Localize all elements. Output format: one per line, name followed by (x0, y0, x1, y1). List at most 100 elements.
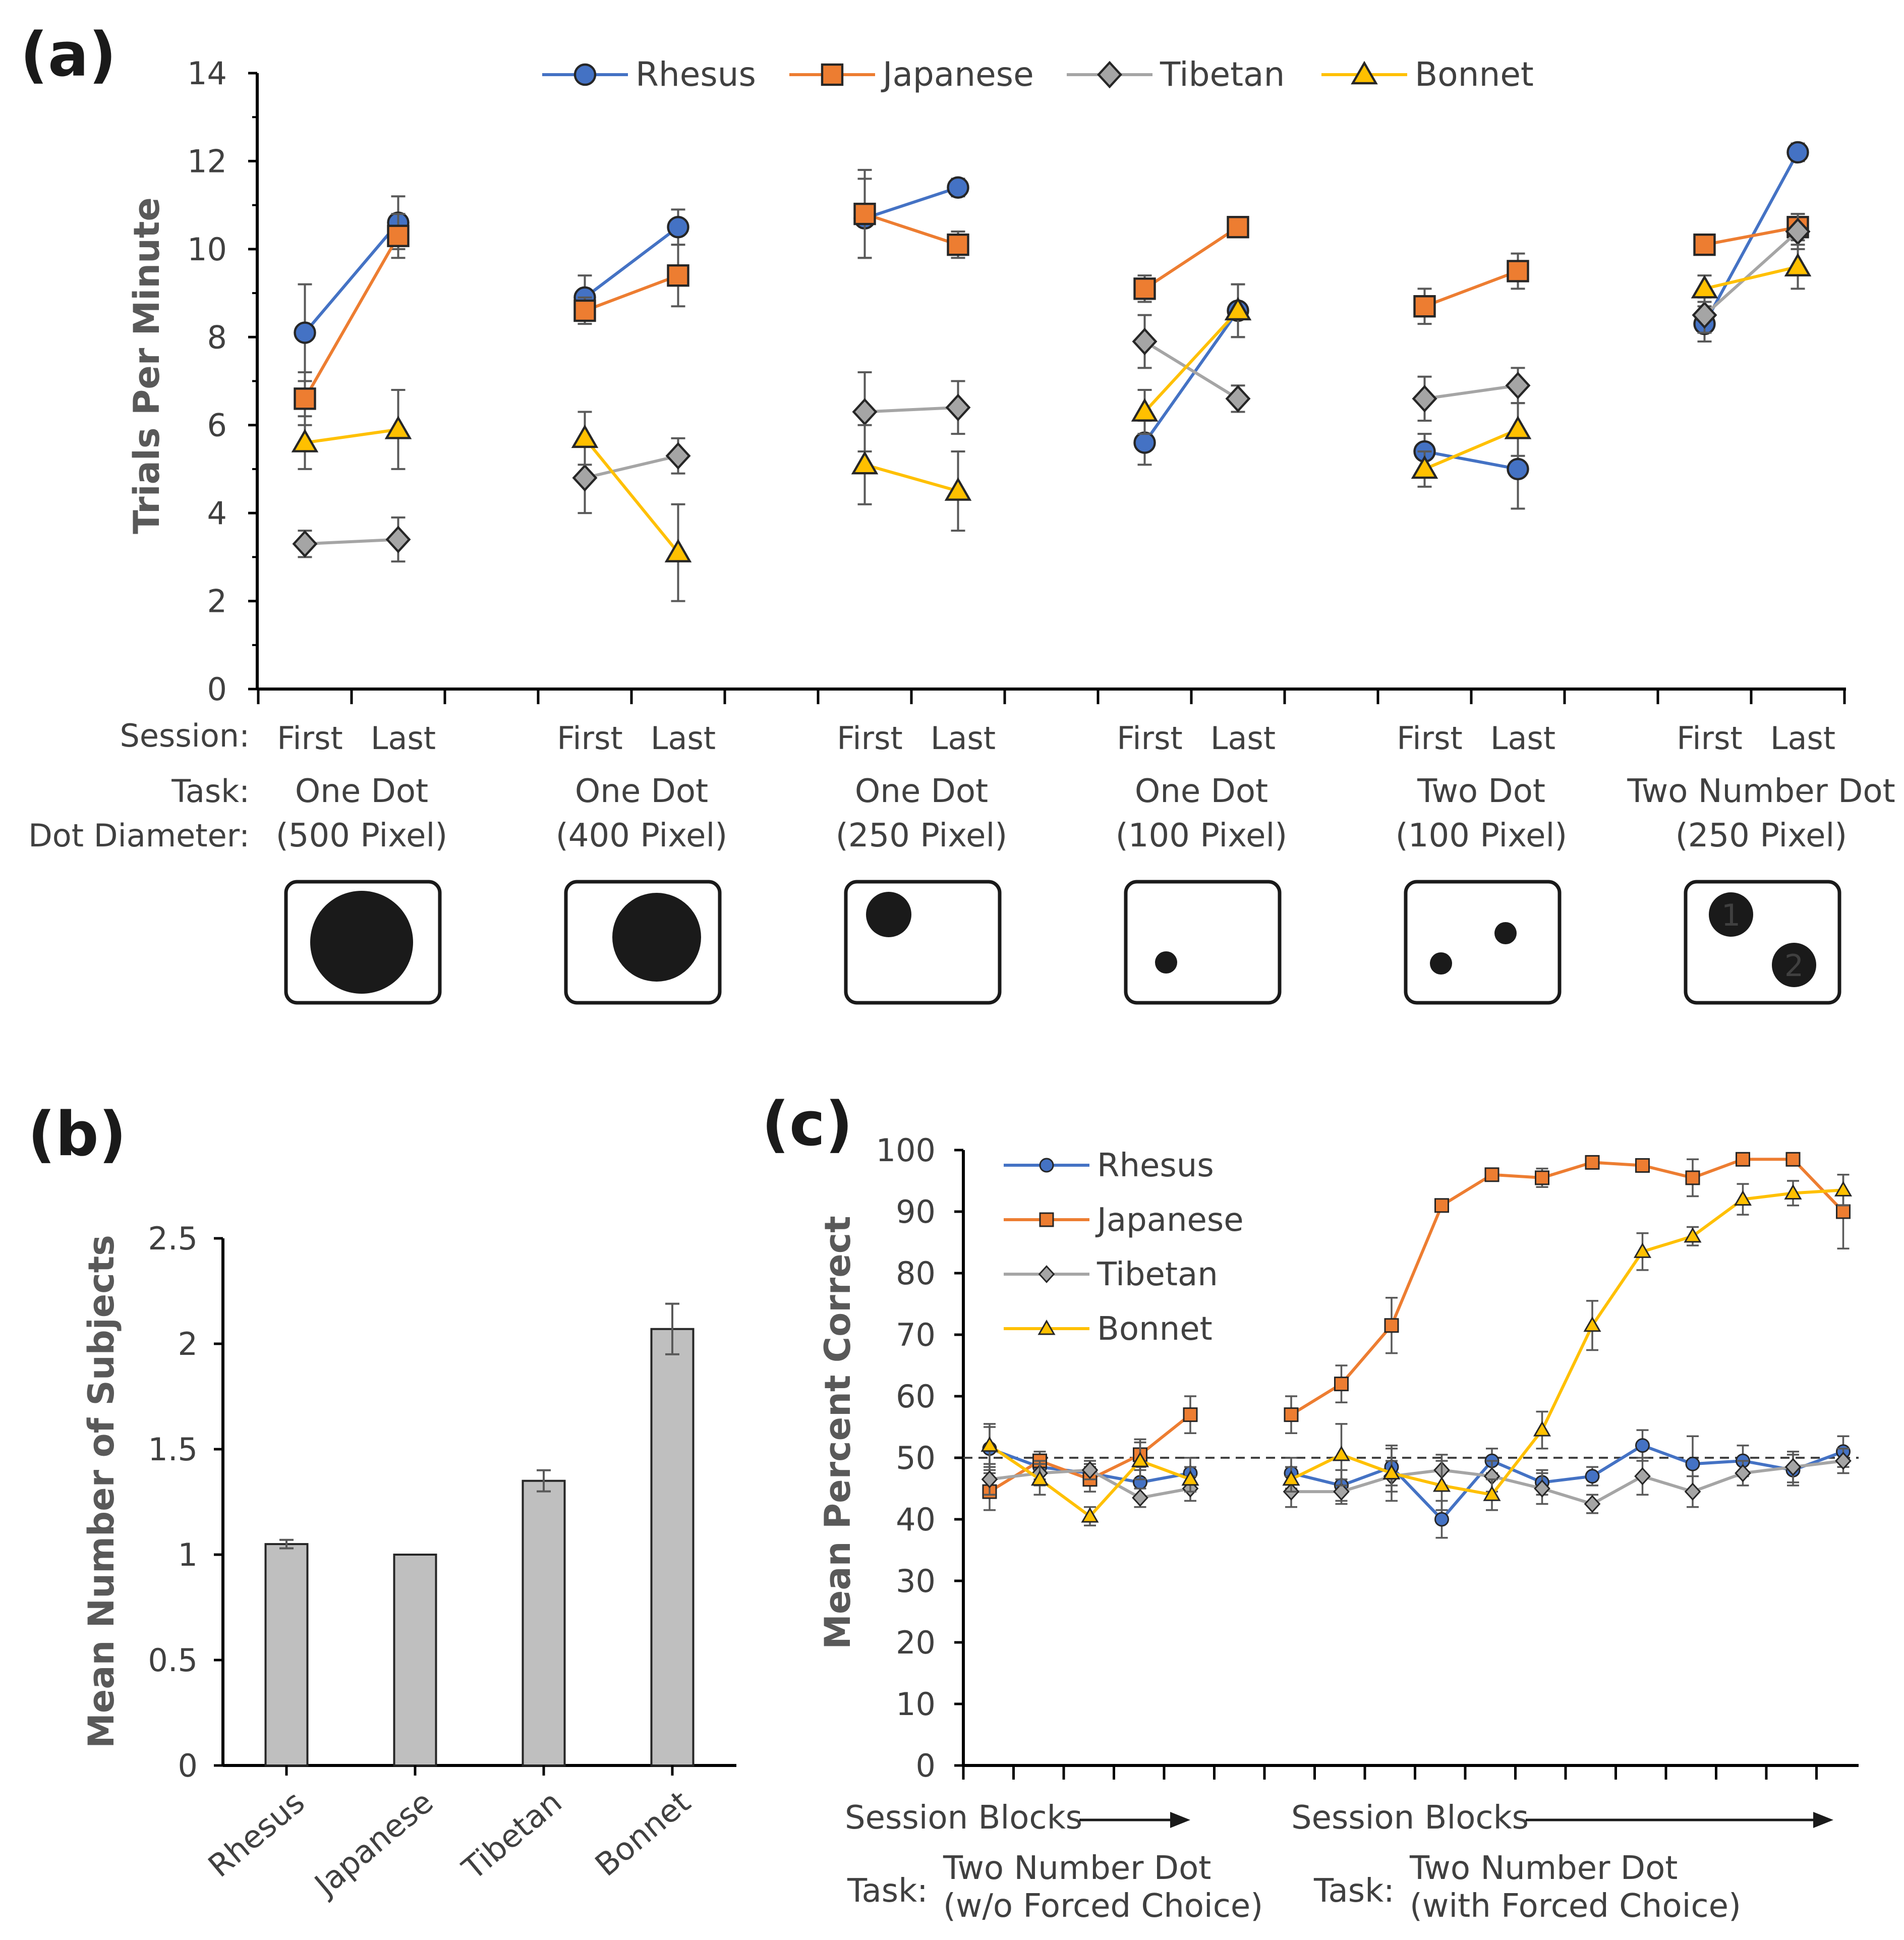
chart-a-point-tibetan (292, 530, 318, 558)
chart-a-ytick-label: 6 (207, 407, 227, 444)
chart-a-point-bonnet (1784, 253, 1812, 276)
legend-diamond-icon (1038, 1265, 1055, 1283)
chart-c-point-rhesus (1635, 1438, 1650, 1453)
chart-a-ytick-label: 14 (187, 55, 227, 92)
chart-a-line-rhesus (1143, 310, 1239, 444)
chart-c-ytick-label: 30 (896, 1563, 936, 1600)
chart-a-point-bonnet (384, 416, 412, 439)
chart-a-point-japanese (573, 299, 596, 322)
arrow-right-icon (1526, 1812, 1833, 1828)
dot (1155, 951, 1177, 974)
chart-b-ylabel: Mean Number of Subjects (81, 1235, 122, 1748)
chart-c-point-japanese (1685, 1170, 1700, 1185)
chart-a-point-japanese (387, 224, 410, 247)
legend-c-item-tibetan: Tibetan (1004, 1256, 1218, 1293)
bar-bonnet (650, 1328, 695, 1766)
chart-c-point-japanese (1836, 1204, 1851, 1219)
chart-a-point-rhesus (947, 176, 969, 199)
chart-a-point-bonnet (1131, 398, 1159, 422)
chart-a-point-japanese (294, 387, 316, 410)
screen-one-dot-400-icon (564, 880, 722, 1005)
session-first-label: First (277, 720, 342, 757)
dot-diameter: (250 Pixel) (1676, 817, 1847, 854)
session-blocks-left-label: Session Blocks (845, 1799, 1082, 1837)
chart-a-line-bonnet (864, 463, 959, 493)
chart-a-line-rhesus (864, 186, 959, 220)
chart-c-ytick-label: 10 (896, 1686, 936, 1723)
chart-a-point-tibetan (852, 398, 878, 426)
chart-c-point-tibetan (1081, 1461, 1099, 1479)
chart-a-point-bonnet (291, 429, 319, 452)
chart-a-point-tibetan (1785, 217, 1811, 246)
chart-a-point-japanese (1227, 216, 1249, 239)
chart-a-point-japanese (1133, 277, 1156, 300)
series-rhesus (294, 141, 1809, 510)
chart-c-point-tibetan (1132, 1489, 1148, 1507)
session-last-label: Last (1770, 720, 1835, 757)
chart-a-point-bonnet (944, 477, 972, 501)
legend-label-bonnet: Bonnet (1415, 55, 1534, 94)
chart-b-ytick-label: 1 (178, 1536, 198, 1573)
chart-a-point-tibetan (1505, 371, 1531, 400)
chart-a-line-japanese (1143, 225, 1239, 290)
chart-c-point-tibetan (1634, 1467, 1651, 1486)
chart-c-point-bonnet (1332, 1445, 1351, 1461)
task-group-5: First Last Two Dot (100 Pixel) (1396, 720, 1567, 1005)
chart-b-errorbar (279, 1538, 294, 1550)
chart-b-xtick-label-rhesus: Rhesus (201, 1784, 312, 1885)
chart-a-ylabel: Trials Per Minute (126, 197, 167, 534)
legend-label-tibetan: Tibetan (1160, 55, 1285, 94)
series-tibetan (292, 213, 1811, 563)
panel-label-c: (c) (762, 1090, 853, 1160)
chart-c-point-bonnet (1684, 1227, 1702, 1243)
chart-c-point-bonnet (1181, 1470, 1199, 1486)
legend-c-item-rhesus: Rhesus (1004, 1147, 1214, 1184)
task-row-label: Task: (171, 773, 250, 810)
chart-a-point-bonnet (1691, 274, 1718, 299)
task-group-1: First Last One Dot (500 Pixel) (276, 720, 447, 1005)
task-name: One Dot (1135, 773, 1268, 810)
chart-a-line-japanese (1704, 225, 1799, 247)
chart-a-point-rhesus (294, 321, 316, 344)
legend-circle-icon (573, 63, 597, 86)
chart-a-line-bonnet (305, 428, 398, 444)
chart-c-point-japanese (1183, 1407, 1198, 1422)
chart-a-ytick-label: 12 (187, 143, 227, 180)
chart-a-ytick-label: 2 (207, 583, 227, 620)
chart-a-line-japanese (584, 274, 679, 312)
chart-a-trials-per-minute: Trials Per Minute 0 2 4 6 8 10 12 14 Rhesus Japan… (126, 55, 1846, 708)
panel-label-a: (a) (20, 20, 117, 90)
legend-item-rhesus: Rhesus (542, 55, 756, 94)
series-bonnet (291, 244, 1812, 602)
chart-c-point-japanese (1334, 1377, 1349, 1392)
chart-a-point-tibetan (665, 442, 691, 470)
screen-two-dot-100-icon (1404, 880, 1562, 1005)
session-blocks-right-label: Session Blocks (1291, 1799, 1529, 1837)
dot-number-1: 1 (1721, 898, 1741, 933)
task-right-line-2: (with Forced Choice) (1410, 1888, 1741, 1925)
chart-a-point-tibetan (945, 393, 971, 422)
chart-c-point-bonnet (1432, 1476, 1451, 1492)
chart-a-line-tibetan (1424, 384, 1518, 401)
chart-c-line-bonnet (1290, 1188, 1843, 1497)
chart-c-point-bonnet (1784, 1184, 1802, 1200)
chart-c-point-rhesus (1434, 1512, 1449, 1527)
screen-two-number-dot-icon: 12 (1684, 880, 1841, 1005)
chart-b-ytick-label: 0 (178, 1747, 198, 1784)
legend-item-japanese: Japanese (789, 55, 1034, 94)
legend-square-icon (821, 63, 844, 86)
chart-a-point-rhesus (667, 216, 689, 239)
chart-c-point-tibetan (981, 1470, 998, 1489)
chart-a-ytick-label: 0 (207, 671, 227, 708)
chart-a-point-japanese (1413, 295, 1436, 318)
chart-c-point-bonnet (1030, 1470, 1049, 1486)
legend-item-tibetan: Tibetan (1067, 55, 1285, 94)
legend-c-label-rhesus: Rhesus (1097, 1147, 1214, 1184)
legend-label-rhesus: Rhesus (636, 55, 756, 94)
chart-c-point-japanese (1785, 1152, 1801, 1167)
chart-c-point-tibetan (1684, 1482, 1701, 1501)
chart-a-point-rhesus (1507, 458, 1529, 481)
chart-a-line-rhesus (1703, 151, 1800, 325)
session-last-label: Last (1490, 720, 1555, 757)
legend-circle-icon (1039, 1158, 1054, 1173)
